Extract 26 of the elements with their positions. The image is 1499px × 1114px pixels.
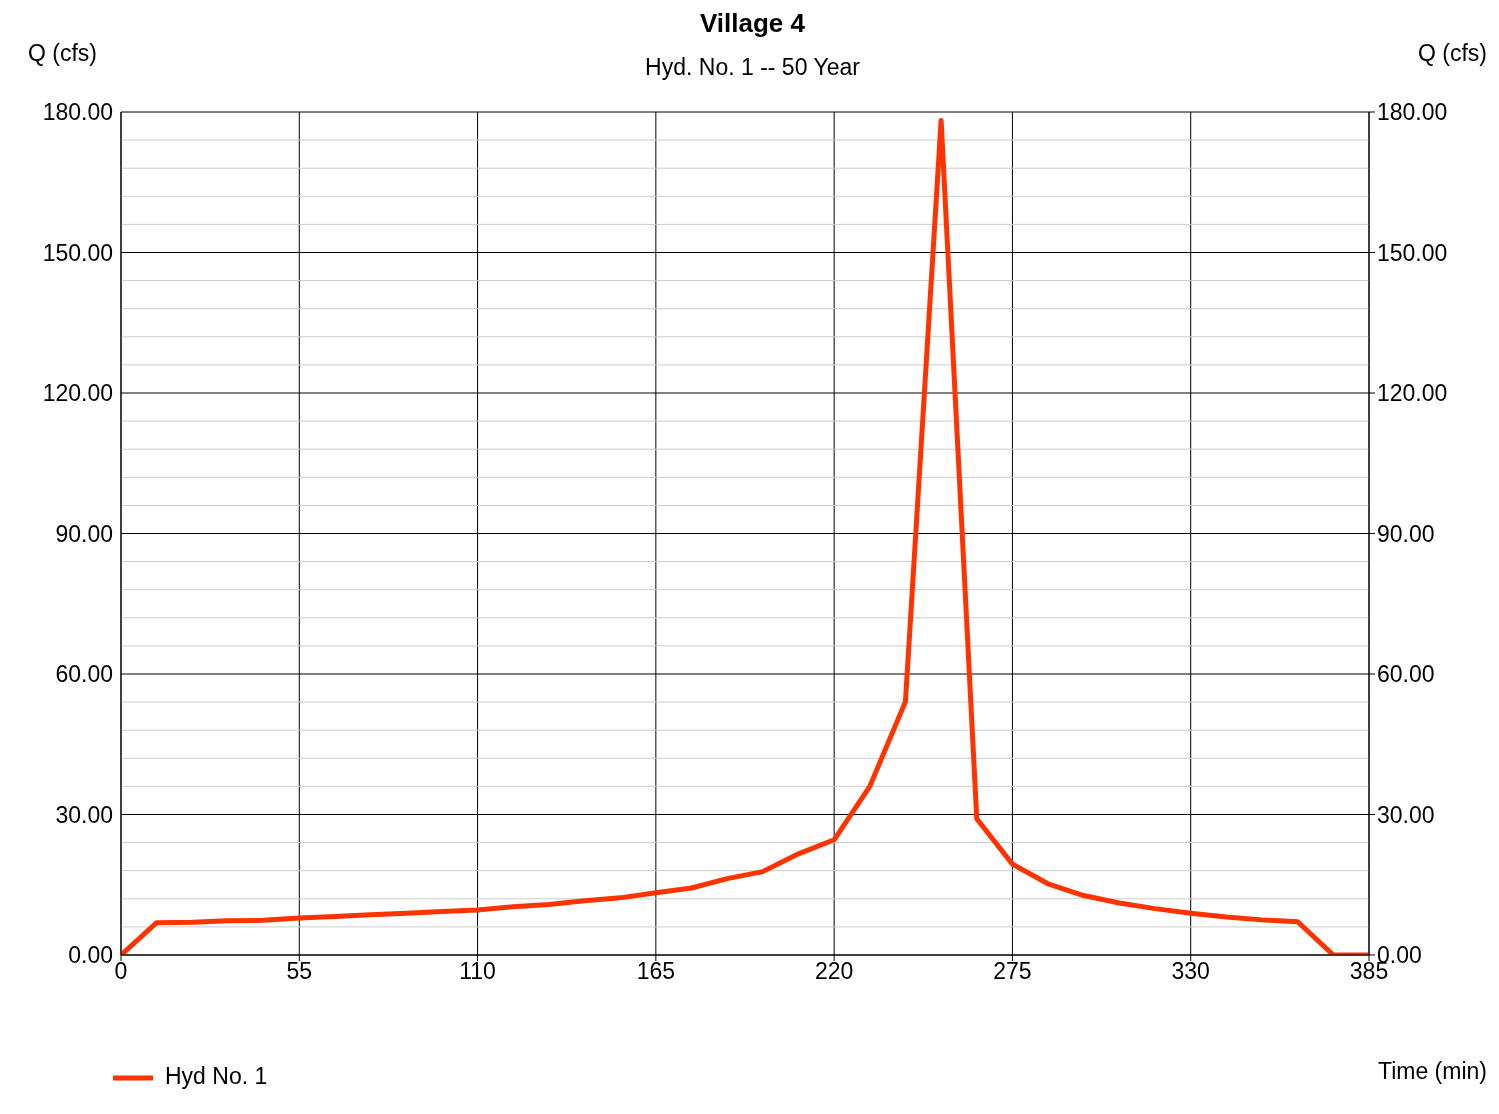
- y-tick-label: 180.00: [42, 99, 113, 126]
- x-tick-label: 55: [286, 958, 313, 985]
- y2-axis-title: Q (cfs): [1418, 40, 1487, 67]
- chart-title: Village 4: [699, 8, 806, 39]
- y2-tick-label: 30.00: [1377, 801, 1435, 828]
- y-tick-label: 90.00: [55, 520, 113, 547]
- y-tick-label: 120.00: [42, 380, 113, 407]
- x-tick-label: 165: [636, 958, 676, 985]
- x-tick-label: 110: [459, 958, 496, 985]
- legend-label: Hyd No. 1: [165, 1063, 268, 1090]
- chart-subtitle: Hyd. No. 1 -- 50 Year: [645, 54, 860, 80]
- y-tick-label: 30.00: [55, 801, 113, 828]
- y-axis-title: Q (cfs): [28, 40, 97, 67]
- y2-tick-label: 90.00: [1377, 520, 1435, 547]
- y2-tick-label: 60.00: [1377, 661, 1435, 688]
- y-tick-label: 0.00: [68, 942, 113, 969]
- x-tick-label: 220: [814, 958, 854, 985]
- x-tick-label: 275: [993, 958, 1032, 985]
- y-tick-label: 60.00: [55, 661, 113, 688]
- y2-tick-label: 120.00: [1377, 380, 1448, 407]
- x-axis-title: Time (min): [1377, 1058, 1487, 1085]
- x-tick-label: 330: [1171, 958, 1210, 985]
- y2-tick-label: 150.00: [1377, 239, 1448, 266]
- y2-tick-label: 180.00: [1377, 99, 1448, 126]
- x-tick-label: 0: [114, 958, 128, 985]
- y-tick-label: 150.00: [42, 239, 113, 266]
